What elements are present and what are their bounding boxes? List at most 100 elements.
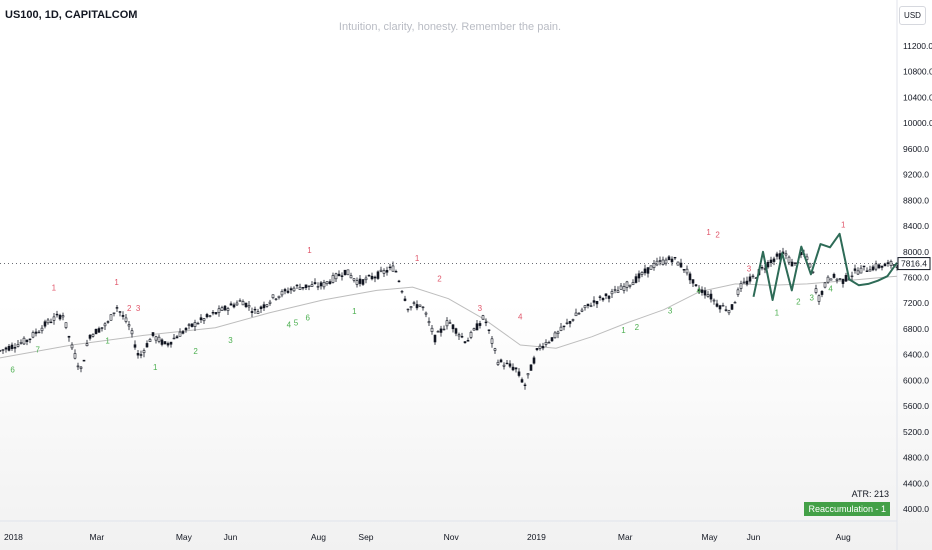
candle[interactable] <box>292 286 296 292</box>
candle[interactable] <box>301 287 305 291</box>
candle[interactable] <box>295 284 299 289</box>
candle[interactable] <box>4 346 8 353</box>
candle[interactable] <box>409 306 413 311</box>
candle[interactable] <box>217 305 221 317</box>
candle[interactable] <box>154 335 158 344</box>
candle[interactable] <box>586 303 590 309</box>
candle[interactable] <box>241 299 245 306</box>
candle[interactable] <box>412 300 416 306</box>
candle[interactable] <box>442 325 446 331</box>
candle[interactable] <box>61 312 65 321</box>
candle[interactable] <box>628 284 632 289</box>
candle[interactable] <box>373 275 377 283</box>
candle[interactable] <box>211 309 215 316</box>
candle[interactable] <box>139 350 143 359</box>
candle[interactable] <box>352 278 356 283</box>
candle[interactable] <box>73 349 77 360</box>
candle[interactable] <box>97 326 101 333</box>
candle[interactable] <box>502 362 506 370</box>
candle[interactable] <box>319 281 323 290</box>
candle[interactable] <box>418 304 422 308</box>
candle[interactable] <box>766 260 770 269</box>
price-axis[interactable]: 11200.0 10800.0 10400.0 10000.0 9600.0 9200.0… <box>896 0 932 550</box>
candle[interactable] <box>385 266 389 276</box>
candle[interactable] <box>772 256 776 266</box>
candle[interactable] <box>112 312 116 317</box>
candle[interactable] <box>571 318 575 322</box>
candle[interactable] <box>121 311 125 320</box>
candle[interactable] <box>817 294 821 305</box>
candle[interactable] <box>256 308 260 314</box>
candle[interactable] <box>535 347 539 352</box>
candle[interactable] <box>835 277 839 284</box>
candle[interactable] <box>808 262 812 268</box>
candle[interactable] <box>487 329 491 334</box>
candle[interactable] <box>667 255 671 261</box>
candle[interactable] <box>856 267 860 275</box>
candle[interactable] <box>640 271 644 278</box>
candle[interactable] <box>643 264 647 276</box>
candle[interactable] <box>868 265 872 272</box>
candle[interactable] <box>376 270 380 280</box>
candle[interactable] <box>691 279 695 288</box>
candle[interactable] <box>46 317 50 325</box>
candle[interactable] <box>208 315 212 318</box>
candle[interactable] <box>361 278 365 286</box>
candle[interactable] <box>253 306 257 315</box>
candle[interactable] <box>625 280 629 292</box>
candle[interactable] <box>541 342 545 351</box>
candle[interactable] <box>511 363 515 372</box>
candle[interactable] <box>394 269 398 273</box>
candle[interactable] <box>304 284 308 290</box>
candle[interactable] <box>853 264 857 274</box>
candle[interactable] <box>568 320 572 328</box>
candle[interactable] <box>415 300 419 311</box>
candle[interactable] <box>553 330 557 339</box>
candle[interactable] <box>82 359 86 362</box>
candle[interactable] <box>298 283 302 290</box>
candle[interactable] <box>379 266 383 273</box>
candle[interactable] <box>454 327 458 337</box>
candle[interactable] <box>58 313 62 321</box>
candle[interactable] <box>523 382 527 390</box>
candle[interactable] <box>823 282 827 289</box>
candle[interactable] <box>433 334 437 345</box>
candle[interactable] <box>22 336 26 346</box>
candle[interactable] <box>697 285 701 295</box>
candle[interactable] <box>286 287 290 294</box>
candle[interactable] <box>604 293 608 300</box>
candle[interactable] <box>748 273 752 284</box>
candle[interactable] <box>706 291 710 298</box>
candle[interactable] <box>430 324 434 335</box>
candle[interactable] <box>733 300 737 304</box>
candle[interactable] <box>577 312 581 315</box>
candle[interactable] <box>658 256 662 266</box>
candle[interactable] <box>397 279 401 283</box>
candle[interactable] <box>421 306 425 311</box>
candle[interactable] <box>562 325 566 331</box>
candle[interactable] <box>382 268 386 277</box>
candle[interactable] <box>199 314 203 324</box>
candle[interactable] <box>187 323 191 330</box>
candle[interactable] <box>688 271 692 284</box>
candle[interactable] <box>655 257 659 267</box>
candle[interactable] <box>664 257 668 266</box>
candle[interactable] <box>685 265 689 276</box>
candle[interactable] <box>841 278 845 288</box>
candle[interactable] <box>271 294 275 300</box>
candle[interactable] <box>493 347 497 354</box>
candle[interactable] <box>475 319 479 331</box>
candle[interactable] <box>169 341 173 348</box>
candle[interactable] <box>259 305 263 313</box>
candle[interactable] <box>751 273 755 279</box>
candle[interactable] <box>325 281 329 286</box>
candle[interactable] <box>676 261 680 266</box>
candle[interactable] <box>226 306 230 316</box>
candle[interactable] <box>202 317 206 324</box>
candle[interactable] <box>103 322 107 331</box>
candle[interactable] <box>232 302 236 309</box>
candle[interactable] <box>520 377 524 383</box>
candle[interactable] <box>793 262 797 267</box>
candle[interactable] <box>205 312 209 319</box>
candle[interactable] <box>859 265 863 274</box>
